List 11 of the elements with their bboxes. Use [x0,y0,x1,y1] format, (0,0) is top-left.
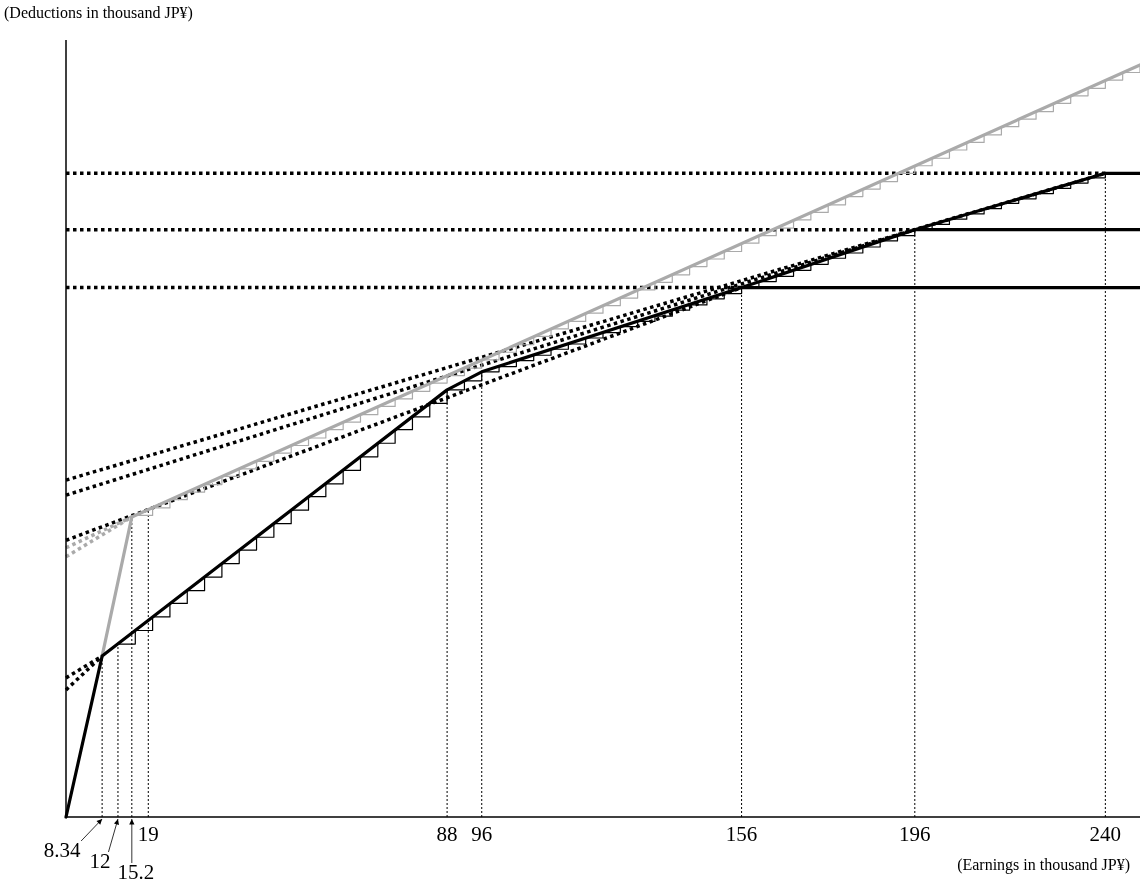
x-tick-label: 19 [137,822,159,846]
x-tick-label: 96 [471,822,493,846]
annotation: 15.2 [117,860,155,881]
annotation: 12 [89,849,111,873]
x-tick-label: 196 [899,822,931,846]
y-axis-title: (Deductions in thousand JP¥) [4,4,193,22]
x-tick-label: 88 [436,822,458,846]
x-tick-label: 240 [1089,822,1122,846]
x-tick-label: 156 [725,822,758,846]
annotation: 8.34 [43,838,81,862]
x-axis-title: (Earnings in thousand JP¥) [957,856,1130,874]
